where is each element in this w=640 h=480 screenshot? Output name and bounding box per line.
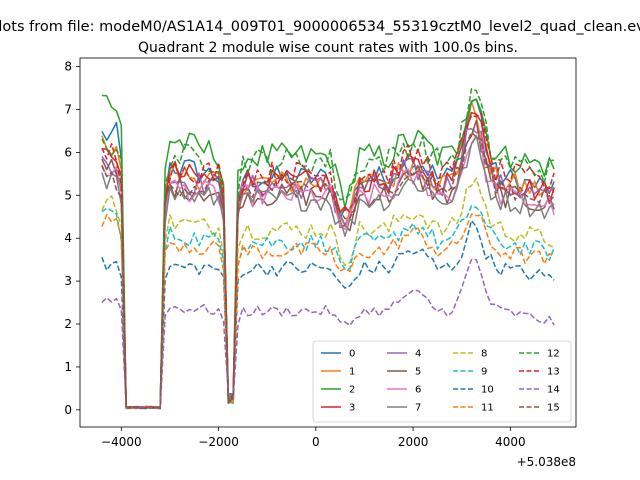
legend-label-13: 13 xyxy=(547,367,560,378)
x-tick-label: 0 xyxy=(312,435,320,449)
x-tick-label: −4000 xyxy=(101,435,142,449)
legend-label-5: 5 xyxy=(415,367,421,378)
legend-label-3: 3 xyxy=(349,403,355,414)
x-tick-label: −2000 xyxy=(198,435,239,449)
plot-area xyxy=(79,57,577,428)
series-line-13 xyxy=(101,112,555,410)
legend-frame xyxy=(312,340,572,423)
legend-label-15: 15 xyxy=(547,403,560,414)
y-tick-label: 7 xyxy=(64,102,72,116)
series-line-15 xyxy=(101,131,555,410)
chart-title: Quadrant 2 module wise count rates with … xyxy=(138,40,518,56)
series-line-5 xyxy=(101,119,555,410)
legend-label-6: 6 xyxy=(415,385,421,396)
x-tick-label: 2000 xyxy=(398,435,429,449)
series-line-12 xyxy=(101,88,555,410)
y-tick-label: 1 xyxy=(64,360,72,374)
y-tick-label: 5 xyxy=(64,188,72,202)
legend-label-14: 14 xyxy=(547,385,560,396)
chart-suptitle: Plots from file: modeM0/AS1A14_009T01_90… xyxy=(0,19,640,35)
x-offset-label: +5.038e8 xyxy=(517,455,576,469)
y-tick-label: 8 xyxy=(64,60,72,74)
legend-label-10: 10 xyxy=(481,385,494,396)
x-tick-label: 4000 xyxy=(495,435,526,449)
series-line-7 xyxy=(101,134,555,410)
legend-label-9: 9 xyxy=(481,367,487,378)
y-tick-label: 3 xyxy=(64,274,72,288)
y-tick-label: 0 xyxy=(64,403,72,417)
legend-label-2: 2 xyxy=(349,385,355,396)
axes: −4000 −2000 0 2000 4000 0 1 2 3 4 5 6 7 8 xyxy=(64,60,525,449)
legend-label-7: 7 xyxy=(415,403,421,414)
legend-label-4: 4 xyxy=(415,349,421,360)
series-line-2 xyxy=(101,94,555,410)
legend-label-8: 8 xyxy=(481,349,487,360)
legend-label-11: 11 xyxy=(481,403,494,414)
y-tick-label: 4 xyxy=(64,231,72,245)
series-line-10 xyxy=(101,219,555,410)
y-tick-label: 2 xyxy=(64,317,72,331)
legend-label-1: 1 xyxy=(349,367,355,378)
series-line-11 xyxy=(101,213,555,410)
series-line-14 xyxy=(101,258,555,410)
series-layer xyxy=(101,88,555,410)
legend-label-0: 0 xyxy=(349,349,355,360)
legend-label-12: 12 xyxy=(547,349,560,360)
y-tick-label: 6 xyxy=(64,145,72,159)
series-line-8 xyxy=(101,177,555,410)
